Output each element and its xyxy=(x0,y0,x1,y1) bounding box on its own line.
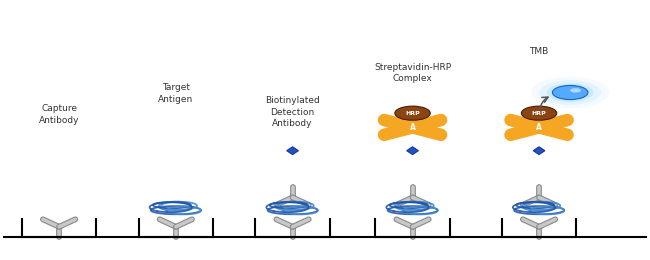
Polygon shape xyxy=(287,147,298,154)
Text: Target
Antigen: Target Antigen xyxy=(158,83,194,104)
Text: Capture
Antibody: Capture Antibody xyxy=(39,104,79,125)
Circle shape xyxy=(540,80,601,105)
Text: Biotinylated
Detection
Antibody: Biotinylated Detection Antibody xyxy=(265,96,320,128)
Circle shape xyxy=(547,83,593,102)
Circle shape xyxy=(521,106,557,120)
Circle shape xyxy=(531,77,610,108)
Text: Streptavidin-HRP
Complex: Streptavidin-HRP Complex xyxy=(374,63,451,83)
Text: TMB: TMB xyxy=(529,47,549,56)
Circle shape xyxy=(395,106,430,120)
Text: HRP: HRP xyxy=(532,111,547,116)
Text: HRP: HRP xyxy=(405,111,420,116)
Polygon shape xyxy=(533,147,545,154)
Circle shape xyxy=(552,86,588,100)
Polygon shape xyxy=(407,147,419,154)
Text: A: A xyxy=(410,123,415,132)
Circle shape xyxy=(570,88,581,93)
Text: A: A xyxy=(536,123,542,132)
